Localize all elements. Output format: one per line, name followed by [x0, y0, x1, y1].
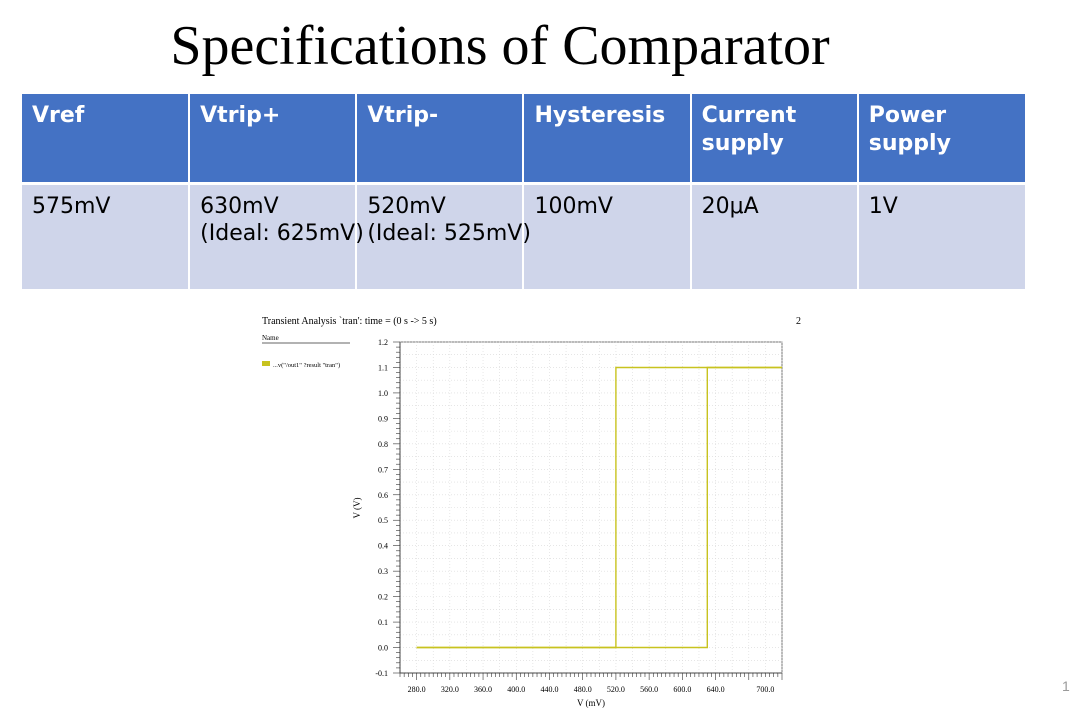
x-tick-label: 520.0 — [607, 685, 625, 694]
x-tick-label: 560.0 — [640, 685, 658, 694]
y-tick-label: 0.6 — [378, 491, 388, 500]
x-tick-label: 400.0 — [507, 685, 525, 694]
series-line-2 — [416, 366, 782, 649]
y-tick-label: -0.1 — [375, 669, 388, 678]
cell-value: 1V — [868, 193, 898, 219]
x-tick-label: 320.0 — [441, 685, 459, 694]
tick-layer: 280.0 320.0 360.0 400.0 440.0 480.0 520.0 560.0… — [375, 338, 783, 694]
y-tick-label: 0.4 — [378, 542, 388, 551]
cell-vtrip-plus: 630mV (Ideal: 625mV) — [189, 183, 364, 289]
cell-vtrip-minus: 520mV (Ideal: 525mV) — [356, 183, 531, 289]
y-axis-label: V (V) — [352, 497, 362, 518]
cell-current-supply: 20μA — [690, 183, 859, 289]
legend-header: Name — [262, 334, 279, 342]
x-tick-label: 600.0 — [673, 685, 691, 694]
cell-ideal-note: (Ideal: 625mV) — [200, 221, 364, 246]
cell-ideal-note: (Ideal: 525mV) — [367, 221, 531, 246]
x-tick-label: 440.0 — [540, 685, 558, 694]
header-power-supply: Power supply — [857, 94, 1025, 185]
x-tick-label: 360.0 — [474, 685, 492, 694]
header-vref: Vref — [22, 94, 191, 185]
slide-title: Specifications of Comparator — [170, 15, 830, 77]
cell-value: 575mV — [32, 193, 111, 219]
y-tick-label: 1.2 — [378, 338, 388, 347]
y-tick-label: 0.9 — [378, 414, 388, 423]
header-vtrip-minus: Vtrip- — [356, 94, 525, 185]
x-tick-label: 640.0 — [707, 685, 725, 694]
chart-title: Transient Analysis `tran': time = (0 s -… — [262, 316, 437, 327]
legend-label: ...v("/out1" ?result "tran") — [273, 362, 340, 369]
y-tick-label: 0.1 — [378, 618, 388, 627]
grid-layer — [399, 341, 783, 674]
spec-table: Vref Vtrip+ Vtrip- Hysteresis Current su… — [22, 94, 1025, 289]
spec-table-header-row: Vref Vtrip+ Vtrip- Hysteresis Current su… — [22, 94, 1025, 185]
cell-value: 20μA — [701, 193, 759, 219]
cell-value: 100mV — [534, 193, 613, 219]
x-tick-label: 280.0 — [408, 685, 426, 694]
y-tick-label: 0.7 — [378, 465, 388, 474]
legend-swatch — [262, 361, 270, 366]
header-hysteresis: Hysteresis — [523, 94, 692, 185]
cell-value: 520mV — [367, 193, 446, 219]
y-tick-label: 1.0 — [378, 389, 388, 398]
y-tick-label: 0.8 — [378, 440, 388, 449]
page-number: 1 — [1062, 678, 1070, 694]
cell-hysteresis: 100mV — [523, 183, 692, 289]
header-vtrip-plus: Vtrip+ — [189, 94, 358, 185]
x-axis-label: V (mV) — [577, 698, 605, 708]
cell-power-supply: 1V — [857, 183, 1025, 289]
spec-table-value-row: 575mV 630mV (Ideal: 625mV) 520mV (Ideal: 5… — [22, 183, 1025, 289]
y-tick-label: 0.2 — [378, 593, 388, 602]
y-tick-label: 0.3 — [378, 567, 388, 576]
chart-panel-number: 2 — [796, 316, 801, 327]
cell-value: 630mV — [200, 193, 279, 219]
series-layer — [416, 366, 782, 649]
cell-vref: 575mV — [22, 183, 191, 289]
y-tick-label: 0.5 — [378, 516, 388, 525]
x-tick-label: 480.0 — [574, 685, 592, 694]
y-tick-label: 1.1 — [378, 363, 388, 372]
header-current-supply: Current supply — [690, 94, 859, 185]
y-tick-label: 0.0 — [378, 644, 388, 653]
x-tick-label: 700.0 — [756, 685, 774, 694]
